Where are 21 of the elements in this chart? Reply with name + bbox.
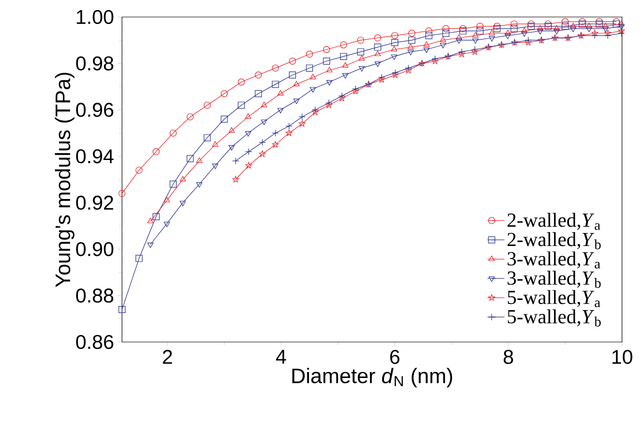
y-tick-label: 0.90	[76, 242, 114, 256]
y-tick-label: 0.86	[76, 334, 114, 350]
legend-label: 2-walled,Y$_{b}$	[508, 232, 601, 250]
y-tick-label: 0.98	[76, 56, 114, 70]
y-axis-title: Young's modulus (TPa)	[54, 72, 74, 288]
y-tick-label: 0.92	[76, 196, 114, 210]
x-tick-label: 4	[276, 350, 286, 364]
legend-label: 2-walled,Y$_{a}$	[508, 212, 600, 230]
legend-label: 5-walled,Y$_{a}$	[508, 290, 600, 308]
y-tick-label: 1.00	[76, 10, 114, 24]
y-tick-label: 0.96	[76, 102, 114, 117]
y-tick-label: 0.94	[76, 149, 114, 164]
legend-label: 3-walled,Y$_{a}$	[508, 251, 600, 269]
legend-label: 5-walled,Y$_{b}$	[508, 309, 601, 326]
x-axis-title: Diameter d$_{N}$ (nm)	[292, 368, 452, 388]
x-tick-label: 10	[612, 350, 632, 364]
x-tick-label: 2	[162, 350, 172, 364]
x-tick-label: 6	[390, 350, 400, 364]
x-tick-label: 8	[504, 350, 514, 364]
legend-label: 3-walled,Y$_{b}$	[508, 270, 601, 288]
y-tick-label: 0.88	[76, 288, 114, 303]
